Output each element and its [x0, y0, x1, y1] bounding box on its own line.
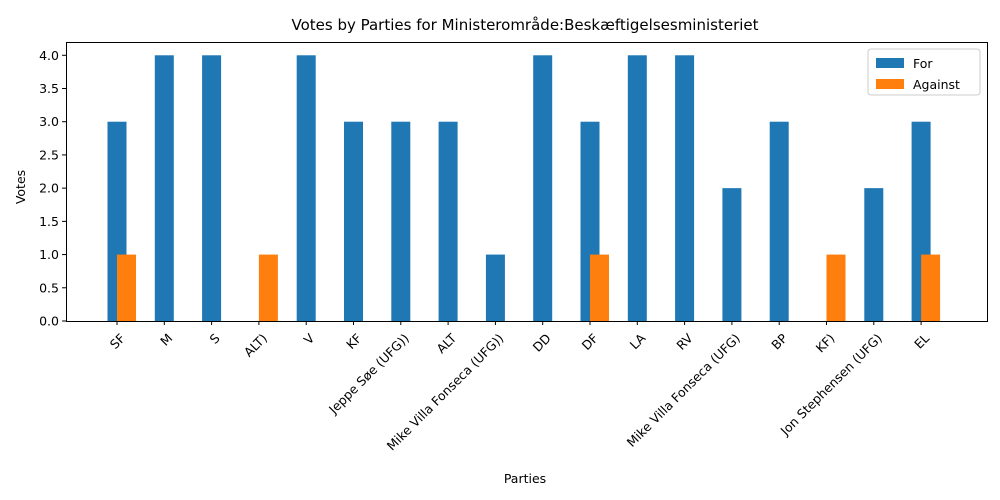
legend-label-for: For	[913, 56, 933, 71]
bar-for-13	[722, 188, 742, 321]
bar-for-5	[344, 121, 363, 322]
plot-area	[66, 42, 988, 322]
x-tick-label: EL	[911, 330, 932, 351]
x-tick-label: DD	[530, 331, 554, 355]
y-axis: 0.0 0.5 1.0 1.5 2.0 2.5 3.0 3.5 4.0	[39, 48, 66, 329]
y-tick-label: 3.0	[39, 114, 59, 129]
x-tick-label: BP	[768, 330, 790, 352]
legend-swatch-for	[876, 58, 904, 68]
x-tick-label: KF)	[813, 331, 838, 356]
bar-for-2	[202, 55, 222, 321]
x-tick-label: DF	[579, 331, 602, 354]
bar-for-9	[533, 55, 553, 321]
bar-against-15	[826, 254, 846, 321]
bar-against-3	[258, 254, 278, 321]
x-tick-label: ALT	[433, 330, 459, 356]
x-tick-label: V	[301, 330, 318, 347]
x-tick-label: SF	[107, 331, 128, 352]
bar-for-12	[675, 55, 695, 321]
y-axis-title: Votes	[13, 170, 28, 204]
bar-for-6	[391, 121, 411, 322]
y-tick-label: 2.0	[39, 181, 59, 196]
y-tick-label: 1.5	[39, 214, 59, 229]
bar-against-0	[117, 254, 136, 321]
x-tick-label: KF	[343, 331, 364, 352]
x-tick-label: ALT)	[241, 331, 270, 360]
legend-label-against: Against	[913, 77, 960, 92]
y-tick-label: 4.0	[39, 48, 59, 63]
bar-for-7	[438, 121, 458, 322]
plot-frame	[66, 42, 988, 322]
y-tick-label: 3.5	[39, 81, 59, 96]
chart-title: Votes by Parties for Ministerområde:Besk…	[291, 16, 758, 34]
y-tick-label: 1.0	[39, 247, 59, 262]
y-tick-label: 0.5	[39, 280, 59, 295]
x-axis-title: Parties	[504, 471, 546, 486]
x-tick-label: Jeppe Søe (UFG))	[325, 331, 412, 418]
bar-for-14	[769, 121, 789, 322]
bar-against-17	[921, 254, 941, 321]
legend-swatch-against	[876, 79, 904, 89]
bar-against-10	[590, 254, 609, 321]
y-tick-label: 0.0	[39, 314, 59, 329]
x-tick-label: M	[157, 331, 175, 349]
bar-for-8	[485, 254, 505, 321]
x-tick-label: RV	[673, 330, 696, 353]
y-tick-label: 2.5	[39, 147, 59, 162]
bar-for-4	[296, 55, 316, 321]
x-tick-label: LA	[627, 330, 649, 352]
bar-for-11	[627, 55, 647, 321]
bar-for-16	[864, 188, 884, 321]
bar-for-1	[154, 55, 174, 321]
legend: For Against	[867, 48, 981, 96]
x-tick-label: S	[207, 330, 223, 346]
